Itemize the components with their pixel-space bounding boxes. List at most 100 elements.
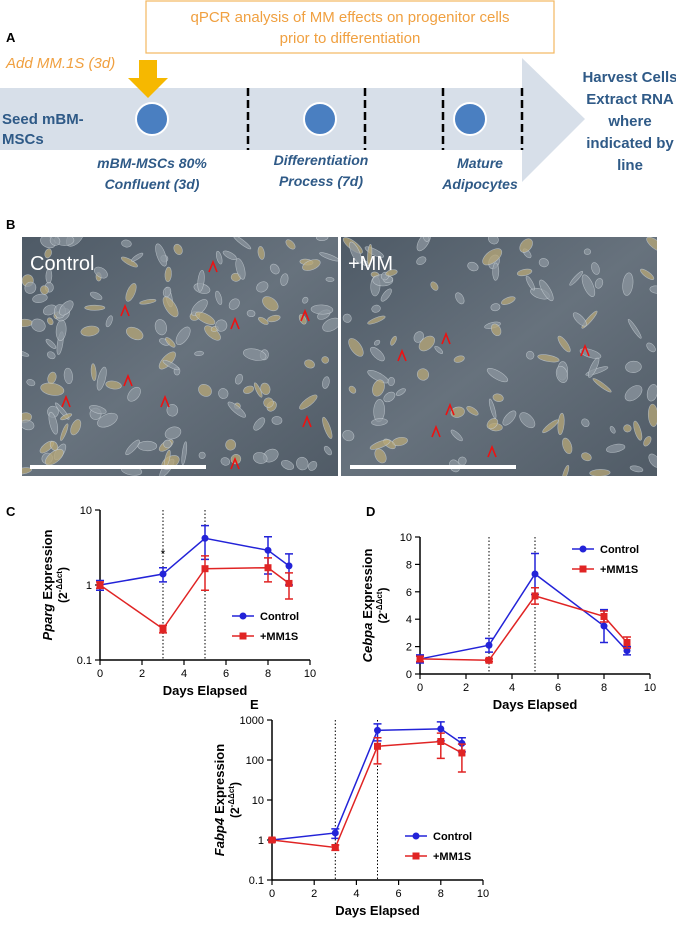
cell xyxy=(319,252,338,262)
arrowheads xyxy=(61,259,590,470)
cell xyxy=(490,303,501,312)
stage-dividers xyxy=(246,88,524,150)
cell xyxy=(591,262,600,275)
marker xyxy=(96,581,104,589)
chart: 0 2 4 6 8 10 0 2 4 6 8 10 Days Elapsed Cebpa Expressio… xyxy=(360,532,656,712)
end-label: line xyxy=(617,157,643,174)
cell xyxy=(525,275,535,291)
cell xyxy=(194,350,204,356)
x-tick-label: 6 xyxy=(555,682,561,694)
marker xyxy=(268,836,276,844)
cell xyxy=(348,338,364,357)
series-line xyxy=(271,728,463,841)
cell xyxy=(557,335,571,353)
cell xyxy=(646,237,657,252)
panel-label: B xyxy=(6,217,15,232)
cell xyxy=(243,385,255,394)
error-bar xyxy=(436,732,445,760)
cell xyxy=(455,292,465,305)
arrowhead xyxy=(120,303,130,317)
cell xyxy=(252,452,268,464)
x-tick-label: 0 xyxy=(97,668,103,680)
marker xyxy=(437,738,445,746)
cell xyxy=(557,412,565,436)
cell xyxy=(434,345,444,354)
cell xyxy=(562,437,573,455)
cell xyxy=(304,359,315,369)
stage-dots xyxy=(135,102,487,136)
cell xyxy=(32,293,48,303)
cell xyxy=(370,346,385,362)
cell xyxy=(342,313,352,323)
cell xyxy=(321,356,330,364)
y-label-gene: Pparg xyxy=(40,604,55,641)
stage-label: Confluent (3d) xyxy=(105,176,200,192)
cell xyxy=(623,424,632,433)
cell xyxy=(325,277,335,282)
arrowhead xyxy=(580,343,590,357)
cell xyxy=(383,391,396,403)
cell xyxy=(22,419,35,431)
cell xyxy=(372,379,385,397)
x-tick-label: 0 xyxy=(269,888,275,900)
unit-base: (2 xyxy=(228,807,242,818)
cell xyxy=(486,368,509,383)
cell xyxy=(96,366,107,391)
cell xyxy=(624,385,643,402)
y-tick-label: 6 xyxy=(406,587,412,599)
cell xyxy=(227,401,246,418)
add-arrow xyxy=(128,60,168,98)
marker xyxy=(485,656,493,664)
cell xyxy=(126,326,144,341)
cell xyxy=(501,296,516,305)
cell xyxy=(80,325,100,337)
cell xyxy=(307,461,318,471)
cell xyxy=(45,338,57,349)
stage-label: Process (7d) xyxy=(279,173,363,189)
cell xyxy=(395,388,406,396)
cell xyxy=(260,382,271,395)
cell xyxy=(22,467,32,475)
x-tick-label: 6 xyxy=(396,888,402,900)
cell xyxy=(60,413,73,421)
panel-b: B Control +MM xyxy=(6,217,657,476)
marker xyxy=(623,647,631,655)
x-tick-label: 10 xyxy=(304,668,316,680)
chart: 0.1 1 10 100 1000 0 2 4 6 8 10 Days Elapsed Fabp4 Exp… xyxy=(212,715,489,918)
cell xyxy=(26,379,36,387)
cell xyxy=(380,288,392,302)
cell xyxy=(467,261,479,272)
add-label: Add MM.1S (3d) xyxy=(5,55,115,72)
cell xyxy=(154,319,167,336)
unit-close: ) xyxy=(376,588,390,592)
cell xyxy=(490,323,502,337)
cell xyxy=(387,377,395,386)
marker xyxy=(437,725,445,733)
y-tick-label: 0.1 xyxy=(77,655,92,667)
cell xyxy=(253,417,266,431)
cell xyxy=(257,246,265,260)
cell xyxy=(569,270,584,286)
cells xyxy=(342,237,657,476)
error-bar xyxy=(201,555,209,592)
cell xyxy=(488,237,499,245)
cell xyxy=(220,457,231,466)
cell xyxy=(640,268,655,280)
cell xyxy=(316,237,329,242)
x-tick-label: 10 xyxy=(644,682,656,694)
cell xyxy=(625,360,642,373)
marker xyxy=(285,579,293,587)
x-tick-label: 8 xyxy=(438,888,444,900)
x-tick-label: 4 xyxy=(509,682,515,694)
cell xyxy=(162,359,180,371)
y-tick-label: 2 xyxy=(406,642,412,654)
legend-label: Control xyxy=(600,544,639,556)
cell xyxy=(322,416,333,439)
micrograph xyxy=(341,237,657,476)
arrowhead xyxy=(397,348,407,362)
y-axis-label: Cebpa Expression xyxy=(360,549,375,663)
marker xyxy=(201,565,209,573)
qpcr-box xyxy=(145,0,555,54)
cell xyxy=(31,318,46,332)
cell xyxy=(492,262,500,281)
